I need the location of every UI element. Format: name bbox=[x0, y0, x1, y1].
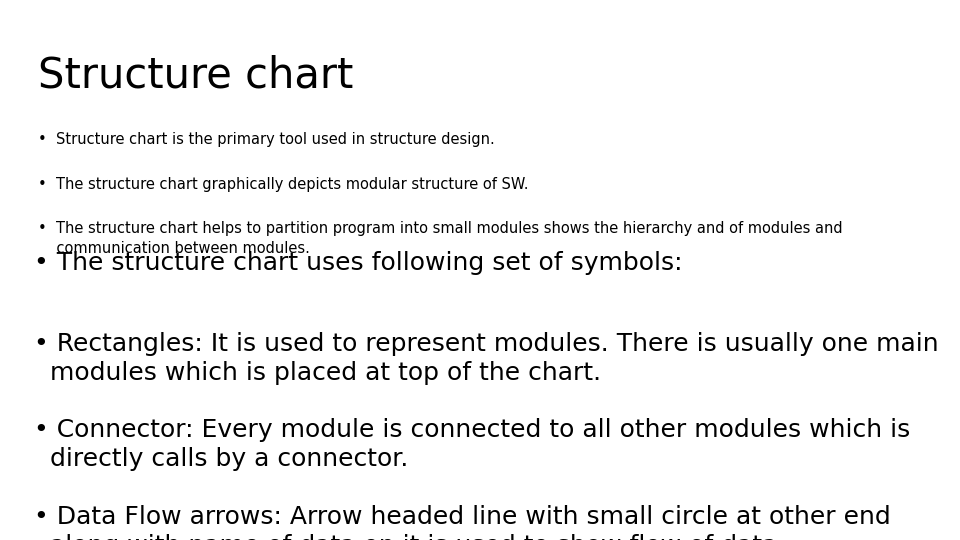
Text: Structure chart: Structure chart bbox=[38, 54, 354, 96]
Text: • Rectangles: It is used to represent modules. There is usually one main
  modul: • Rectangles: It is used to represent mo… bbox=[34, 332, 938, 385]
Text: •  The structure chart helps to partition program into small modules shows the h: • The structure chart helps to partition… bbox=[38, 221, 843, 255]
Text: • Data Flow arrows: Arrow headed line with small circle at other end
  along wit: • Data Flow arrows: Arrow headed line wi… bbox=[34, 505, 890, 540]
Text: •  Structure chart is the primary tool used in structure design.: • Structure chart is the primary tool us… bbox=[38, 132, 495, 147]
Text: • The structure chart uses following set of symbols:: • The structure chart uses following set… bbox=[34, 251, 683, 275]
Text: •  The structure chart graphically depicts modular structure of SW.: • The structure chart graphically depict… bbox=[38, 177, 529, 192]
Text: • Connector: Every module is connected to all other modules which is
  directly : • Connector: Every module is connected t… bbox=[34, 418, 910, 471]
